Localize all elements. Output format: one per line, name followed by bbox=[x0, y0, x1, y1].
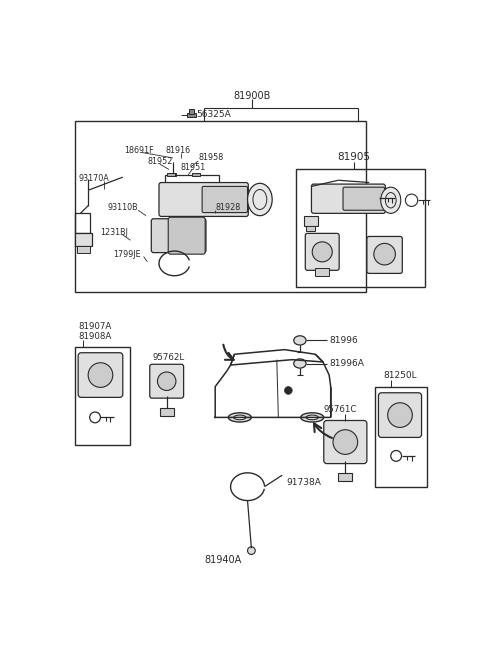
Text: 81996A: 81996A bbox=[329, 359, 364, 368]
Bar bbox=[192, 172, 200, 176]
Bar bbox=[160, 408, 174, 416]
Circle shape bbox=[88, 363, 113, 387]
Text: 81908A: 81908A bbox=[78, 332, 111, 341]
Text: 81900B: 81900B bbox=[233, 90, 271, 100]
Bar bbox=[296, 170, 425, 286]
Circle shape bbox=[248, 547, 255, 555]
Bar bbox=[165, 175, 219, 185]
Bar bbox=[315, 268, 329, 276]
Bar bbox=[374, 386, 427, 487]
Bar bbox=[170, 172, 176, 176]
Text: 95761C: 95761C bbox=[323, 405, 356, 414]
Bar bbox=[189, 109, 193, 114]
Text: 81940A: 81940A bbox=[204, 555, 241, 565]
Text: 81928: 81928 bbox=[215, 204, 240, 212]
Text: 56325A: 56325A bbox=[196, 110, 231, 119]
Ellipse shape bbox=[381, 187, 401, 214]
Bar bbox=[75, 121, 366, 292]
Ellipse shape bbox=[234, 415, 246, 420]
Ellipse shape bbox=[294, 359, 306, 368]
Bar bbox=[75, 214, 90, 233]
Ellipse shape bbox=[306, 415, 318, 420]
FancyBboxPatch shape bbox=[202, 187, 248, 213]
FancyBboxPatch shape bbox=[168, 217, 205, 254]
Circle shape bbox=[157, 372, 176, 390]
Text: 81958: 81958 bbox=[198, 153, 224, 162]
Bar bbox=[338, 473, 352, 481]
FancyBboxPatch shape bbox=[78, 353, 123, 398]
Bar bbox=[304, 215, 318, 227]
Text: 1799JE: 1799JE bbox=[114, 250, 141, 259]
Text: 81952: 81952 bbox=[147, 157, 173, 166]
Bar bbox=[306, 227, 315, 231]
Ellipse shape bbox=[228, 413, 252, 422]
Bar bbox=[187, 113, 196, 117]
Ellipse shape bbox=[300, 413, 324, 422]
Bar bbox=[75, 346, 131, 445]
Text: 1231BJ: 1231BJ bbox=[100, 228, 128, 237]
Text: 81250L: 81250L bbox=[383, 371, 417, 379]
Text: 81951: 81951 bbox=[180, 162, 206, 172]
Bar bbox=[168, 172, 175, 176]
Text: 93170A: 93170A bbox=[78, 174, 109, 183]
Ellipse shape bbox=[294, 336, 306, 345]
Text: 95762L: 95762L bbox=[152, 353, 184, 362]
FancyBboxPatch shape bbox=[150, 364, 184, 398]
FancyBboxPatch shape bbox=[159, 183, 248, 216]
Bar bbox=[77, 246, 90, 253]
Circle shape bbox=[388, 403, 412, 428]
Text: 81905: 81905 bbox=[337, 152, 370, 162]
FancyBboxPatch shape bbox=[343, 187, 384, 210]
FancyBboxPatch shape bbox=[324, 421, 367, 464]
Text: 81996: 81996 bbox=[329, 336, 358, 345]
Circle shape bbox=[333, 430, 358, 455]
Text: 93110B: 93110B bbox=[108, 204, 138, 212]
Circle shape bbox=[285, 386, 292, 394]
Bar bbox=[75, 233, 92, 246]
Text: 91738A: 91738A bbox=[286, 478, 321, 487]
FancyBboxPatch shape bbox=[378, 393, 421, 438]
FancyBboxPatch shape bbox=[367, 236, 402, 273]
Text: 81907A: 81907A bbox=[78, 322, 111, 331]
Text: 18691F: 18691F bbox=[124, 145, 154, 155]
Text: 81916: 81916 bbox=[165, 145, 190, 155]
FancyBboxPatch shape bbox=[151, 219, 206, 253]
Circle shape bbox=[374, 244, 396, 265]
FancyBboxPatch shape bbox=[312, 184, 385, 214]
Circle shape bbox=[312, 242, 332, 262]
Ellipse shape bbox=[248, 183, 272, 215]
FancyBboxPatch shape bbox=[305, 233, 339, 271]
